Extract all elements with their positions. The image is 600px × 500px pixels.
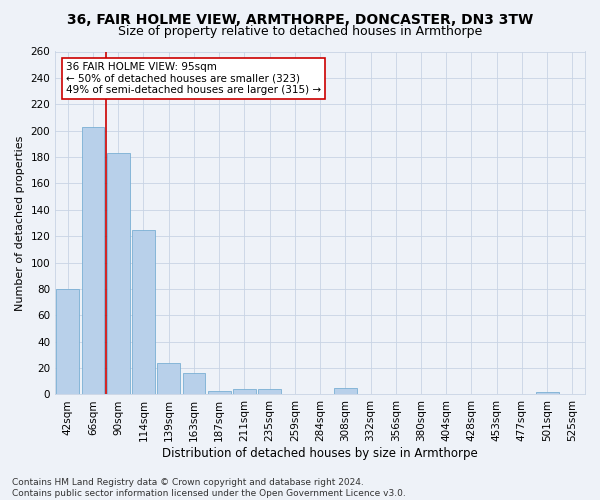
X-axis label: Distribution of detached houses by size in Armthorpe: Distribution of detached houses by size … <box>162 447 478 460</box>
Bar <box>157 363 180 394</box>
Text: 36, FAIR HOLME VIEW, ARMTHORPE, DONCASTER, DN3 3TW: 36, FAIR HOLME VIEW, ARMTHORPE, DONCASTE… <box>67 12 533 26</box>
Text: 36 FAIR HOLME VIEW: 95sqm
← 50% of detached houses are smaller (323)
49% of semi: 36 FAIR HOLME VIEW: 95sqm ← 50% of detac… <box>66 62 321 95</box>
Bar <box>132 230 155 394</box>
Bar <box>56 289 79 395</box>
Bar <box>258 389 281 394</box>
Text: Size of property relative to detached houses in Armthorpe: Size of property relative to detached ho… <box>118 25 482 38</box>
Bar <box>536 392 559 394</box>
Bar <box>233 389 256 394</box>
Bar <box>182 374 205 394</box>
Bar <box>208 390 230 394</box>
Bar <box>82 126 104 394</box>
Y-axis label: Number of detached properties: Number of detached properties <box>15 136 25 310</box>
Bar <box>107 153 130 394</box>
Text: Contains HM Land Registry data © Crown copyright and database right 2024.
Contai: Contains HM Land Registry data © Crown c… <box>12 478 406 498</box>
Bar <box>334 388 356 394</box>
